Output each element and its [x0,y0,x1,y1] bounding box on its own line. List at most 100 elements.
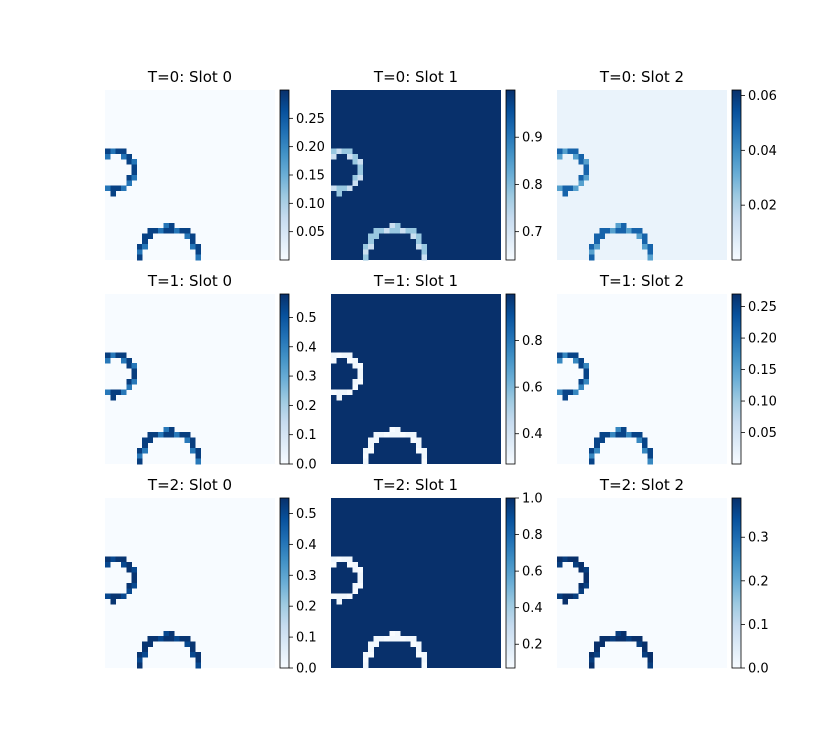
heatmap-cell [352,363,358,369]
heatmap-cell [131,572,138,578]
heatmap-cell [147,228,154,234]
heatmap-cell [110,389,116,396]
heatmap-cell [578,357,584,364]
heatmap-cell [195,657,201,663]
heatmap-cell [368,641,374,648]
heatmap-cell [599,636,606,642]
heatmap-cell [368,233,374,240]
heatmap-cell [594,238,600,245]
heatmap-cell [599,432,606,438]
panel-8: T=2: Slot 2 0.0 0.1 0.2 0.3 [557,476,769,677]
heatmap-cell [636,641,643,648]
heatmap-cell [336,556,342,563]
heatmap-cell [142,641,148,648]
heatmap-cell [120,561,127,568]
colorbar-tick-label: 0.8 [522,334,543,349]
heatmap-cell [195,448,201,454]
heatmap-cell [142,442,148,449]
heatmap-cell [631,636,637,642]
colorbar-tick-label: 0.1 [748,618,769,633]
heatmap-cell [368,244,374,250]
heatmap-cell [368,652,374,658]
heatmap-cell [421,652,427,658]
heatmap-cell [416,448,422,454]
heatmap-cell [572,153,579,160]
heatmap-cell [110,593,116,600]
heatmap-cell [647,254,653,261]
colorbar-tick-label: 0.20 [748,332,777,347]
heatmap-cell [184,636,191,642]
heatmap-cell [421,458,427,465]
heatmap-cell [163,426,170,433]
heatmap-cell [331,357,337,364]
heatmap-cell [346,389,353,396]
heatmap-cell [336,593,342,600]
heatmap-cell [120,593,127,600]
heatmap-cell [190,641,196,648]
heatmap-cell [190,233,196,240]
heatmap-cell [642,448,648,454]
heatmap-cell [557,185,563,192]
heatmap-cell [184,437,191,444]
heatmap-cell [131,169,138,176]
heatmap-cell [410,636,417,642]
heatmap-cell [190,244,196,250]
heatmap-cell [578,379,584,385]
heatmap-cell [394,636,401,642]
heatmap-cell [105,389,111,396]
heatmap-cell [620,630,627,637]
heatmap-cell [578,588,584,594]
heatmap-cell [400,636,406,642]
heatmap-cell [384,636,390,642]
heatmap [105,90,275,261]
heatmap-cell [378,228,385,234]
heatmap-cell [158,432,164,438]
heatmap-cell [373,228,380,234]
heatmap-cell [346,593,353,600]
heatmap [557,294,727,465]
heatmap-cell [142,437,148,444]
heatmap-cell [341,593,348,600]
heatmap [331,498,501,669]
colorbar [505,89,516,261]
heatmap-cell [410,228,417,234]
heatmap-cell [184,641,191,648]
colorbar-tick-label: 0.04 [748,144,777,159]
heatmap-cell [647,662,653,669]
colorbar-tick-label: 0.4 [296,538,317,553]
heatmap-cell [158,636,164,642]
heatmap-cell [583,567,590,573]
heatmap-cell [626,432,632,438]
panel-title: T=1: Slot 2 [599,272,684,290]
heatmap-cell [105,148,111,155]
heatmap-cell [368,646,374,653]
heatmap-cell [615,432,622,438]
heatmap-cell [131,577,138,584]
heatmap-cell [400,228,406,234]
heatmap-cell [147,641,154,648]
colorbar-tick-label: 0.3 [296,569,317,584]
colorbar-tick-label: 0.2 [296,600,317,615]
heatmap-cell [362,249,369,255]
heatmap-cell [131,159,138,165]
heatmap-cell [562,598,568,605]
heatmap-cell [105,357,111,364]
colorbar [279,497,290,669]
heatmap-cell [331,153,337,160]
heatmap-cell [588,249,595,255]
heatmap-cell [389,228,396,234]
heatmap-cell [136,448,143,454]
heatmap [557,498,727,669]
heatmap-cell [115,389,122,396]
heatmap-cell [126,583,132,589]
heatmap-cell [562,185,568,192]
heatmap-cell [620,222,627,229]
heatmap-cell [142,652,148,658]
heatmap-cell [642,437,648,444]
heatmap-cell [136,249,143,255]
heatmap-cell [567,352,574,359]
heatmap-cell [110,148,116,155]
panel-2: T=0: Slot 2 0.02 0.04 0.06 [557,68,777,261]
heatmap-cell [557,153,563,160]
heatmap-cell [362,657,369,663]
